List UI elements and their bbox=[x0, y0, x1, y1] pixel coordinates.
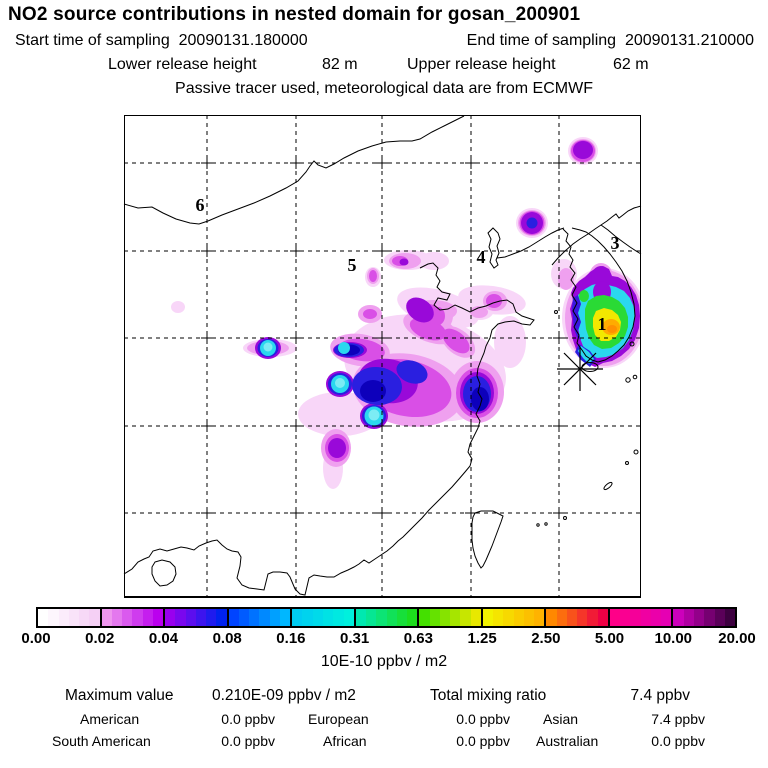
upper-release-label: Upper release height bbox=[407, 56, 556, 73]
region-label-1: 1 bbox=[598, 314, 607, 334]
max-value: 0.210E-09 ppbv / m2 bbox=[212, 687, 356, 704]
contribution-label: African bbox=[323, 733, 367, 749]
map-frame bbox=[124, 115, 641, 598]
colorbar-units-label: 10E-10 ppbv / m2 bbox=[320, 653, 448, 670]
tracer-note: Passive tracer used, meteorological data… bbox=[175, 80, 593, 97]
colorbar-tick-label: 0.63 bbox=[403, 630, 433, 647]
end-time-value: 20090131.210000 bbox=[624, 32, 754, 49]
colorbar-segment bbox=[226, 609, 291, 626]
contribution-value: 0.0 ppbv bbox=[221, 733, 275, 749]
colorbar-segment bbox=[671, 609, 736, 626]
end-time-label: End time of sampling bbox=[466, 32, 617, 49]
colorbar-segment bbox=[353, 609, 418, 626]
colorbar-segment bbox=[163, 609, 227, 626]
colorbar-tick-label: 2.50 bbox=[531, 630, 561, 647]
colorbar-segment bbox=[480, 609, 545, 626]
colorbar-tick-label: 0.31 bbox=[340, 630, 370, 647]
contribution-value: 7.4 ppbv bbox=[651, 711, 705, 727]
region-label-4: 4 bbox=[477, 247, 486, 267]
colorbar-tick-label: 1.25 bbox=[467, 630, 497, 647]
colorbar-tick-label: 0.16 bbox=[276, 630, 306, 647]
page-title: NO2 source contributions in nested domai… bbox=[8, 4, 581, 25]
lower-release-label: Lower release height bbox=[108, 56, 257, 73]
contribution-value: 0.0 ppbv bbox=[221, 711, 275, 727]
colorbar-tick-label: 0.00 bbox=[21, 630, 51, 647]
start-time-text: Start time of sampling 20090131.180000 bbox=[15, 32, 308, 50]
colorbar-segment bbox=[38, 609, 100, 626]
contribution-label: South American bbox=[52, 733, 151, 749]
region-label-3: 3 bbox=[611, 233, 620, 253]
colorbar-tick-label: 0.04 bbox=[148, 630, 179, 647]
region-label-5: 5 bbox=[348, 255, 357, 275]
end-time-text: End time of sampling 20090131.210000 bbox=[467, 32, 754, 50]
colorbar-segment bbox=[99, 609, 164, 626]
contribution-value: 0.0 ppbv bbox=[651, 733, 705, 749]
station-marker-icon bbox=[557, 347, 603, 391]
colorbar-tick-label: 10.00 bbox=[654, 630, 693, 647]
total-mixing-ratio-value: 7.4 ppbv bbox=[630, 687, 690, 704]
contribution-label: American bbox=[80, 711, 140, 727]
coastlines bbox=[123, 115, 642, 596]
contribution-value: 0.0 ppbv bbox=[456, 711, 510, 727]
colorbar-tick-label: 5.00 bbox=[594, 630, 625, 647]
upper-release-value: 62 m bbox=[613, 56, 649, 73]
total-mixing-ratio-label: Total mixing ratio bbox=[430, 687, 547, 704]
colorbar-segment bbox=[417, 609, 481, 626]
colorbar-ticks: 0.00 0.02 0.04 0.08 0.16 0.31 0.63 1.25 2.50 5.00… bbox=[0, 630, 768, 648]
start-time-label: Start time of sampling bbox=[15, 32, 170, 49]
max-value-label: Maximum value bbox=[65, 687, 174, 704]
contribution-label: European bbox=[308, 711, 369, 727]
contribution-value: 0.0 ppbv bbox=[456, 733, 510, 749]
colorbar-segment bbox=[290, 609, 354, 626]
contribution-label: Asian bbox=[543, 711, 579, 727]
colorbar-tick-label: 0.08 bbox=[212, 630, 242, 647]
colorbar-segment bbox=[607, 609, 672, 626]
lower-release-value: 82 m bbox=[322, 56, 358, 73]
latlon-grid bbox=[124, 115, 641, 598]
colorbar-tick-label: 0.02 bbox=[85, 630, 115, 647]
colorbar-tick-label: 20.00 bbox=[718, 630, 756, 647]
colorbar bbox=[36, 607, 737, 628]
start-time-value: 20090131.180000 bbox=[178, 32, 308, 49]
map-panel: 1 3 4 5 6 bbox=[123, 115, 642, 598]
colorbar-segment bbox=[544, 609, 608, 626]
contribution-label: Australian bbox=[536, 733, 599, 749]
region-label-6: 6 bbox=[196, 195, 205, 215]
